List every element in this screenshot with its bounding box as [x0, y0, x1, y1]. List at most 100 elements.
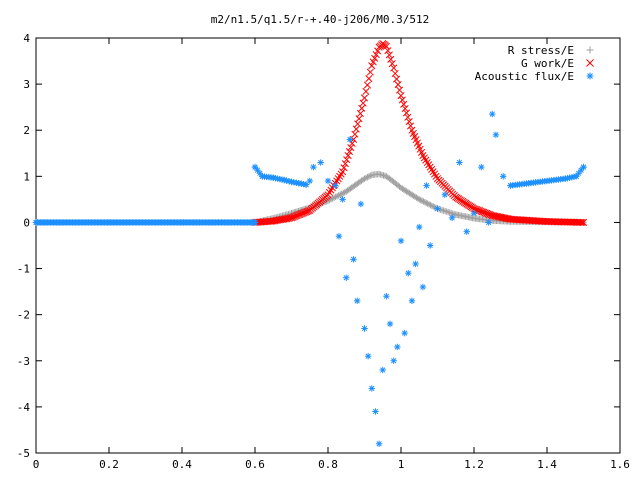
data-point — [387, 55, 395, 63]
data-point — [362, 87, 370, 96]
data-point — [391, 69, 399, 78]
data-point — [332, 182, 339, 189]
x-tick-label: 0.4 — [172, 458, 192, 471]
data-point — [332, 193, 339, 201]
data-point — [398, 96, 406, 104]
data-point — [341, 160, 349, 168]
legend-marker — [586, 72, 594, 80]
data-point — [352, 125, 360, 133]
data-point — [368, 385, 375, 392]
data-point — [414, 195, 422, 202]
data-point — [372, 51, 380, 59]
data-point — [456, 159, 463, 166]
data-point — [416, 223, 423, 231]
data-point — [573, 173, 580, 180]
data-point — [463, 228, 470, 235]
data-point — [393, 75, 401, 83]
data-point — [394, 343, 401, 351]
x-tick-label: 1 — [398, 458, 405, 471]
y-tick-label: -5 — [17, 447, 30, 460]
data-point — [390, 64, 398, 72]
data-point — [365, 75, 373, 83]
data-point — [492, 212, 501, 220]
legend-label: R stress/E — [508, 44, 574, 57]
data-point — [431, 203, 438, 211]
data-point — [423, 182, 430, 189]
y-tick-label: -2 — [17, 309, 30, 322]
data-point — [350, 256, 357, 263]
data-point — [320, 199, 327, 206]
acoustic-flux-baseline — [32, 219, 257, 226]
data-point — [384, 47, 392, 55]
data-point — [395, 86, 404, 94]
data-point — [361, 175, 368, 182]
x-tick-label: 1.2 — [464, 458, 484, 471]
y-tick-label: 1 — [23, 170, 30, 183]
data-point — [360, 94, 369, 102]
data-point — [427, 242, 434, 249]
y-tick-label: 3 — [23, 78, 30, 91]
data-point — [500, 173, 507, 180]
data-point — [364, 352, 372, 360]
x-tick-label: 1.4 — [537, 458, 557, 471]
data-point — [478, 163, 485, 171]
data-point — [375, 440, 383, 447]
data-point — [418, 197, 426, 205]
data-point — [333, 192, 341, 200]
data-point — [365, 173, 373, 180]
data-point — [428, 202, 436, 209]
data-point — [288, 178, 295, 186]
y-tick-label: 4 — [23, 32, 30, 45]
data-point — [405, 269, 412, 277]
data-point — [32, 219, 40, 226]
data-point — [351, 130, 359, 138]
y-tick-label: -1 — [17, 263, 30, 276]
y-tick-label: 2 — [23, 124, 30, 137]
data-point — [259, 173, 266, 180]
data-point — [338, 190, 345, 198]
legend-label: G work/E — [521, 57, 574, 70]
data-point — [382, 42, 390, 50]
data-point — [507, 182, 514, 189]
x-tick-label: 1.6 — [610, 458, 630, 471]
data-point — [434, 205, 441, 212]
x-tick-label: 0 — [33, 458, 40, 471]
y-tick-label: -3 — [17, 355, 30, 368]
data-point — [388, 60, 396, 68]
data-point — [402, 109, 411, 117]
data-point — [404, 113, 412, 121]
data-point — [379, 366, 386, 374]
data-point — [354, 120, 362, 128]
data-point — [251, 163, 259, 171]
data-point — [401, 329, 408, 337]
data-point — [499, 214, 508, 222]
data-point — [371, 54, 379, 62]
data-point — [427, 201, 434, 209]
data-point — [374, 47, 382, 55]
data-point — [339, 196, 346, 203]
data-point — [397, 92, 405, 100]
data-point — [580, 163, 587, 171]
data-point — [423, 199, 430, 207]
data-point — [502, 214, 510, 222]
data-point — [329, 195, 336, 202]
data-point — [489, 110, 496, 118]
data-point — [412, 260, 419, 268]
data-point — [310, 163, 317, 171]
data-point — [324, 177, 332, 185]
data-point — [579, 218, 588, 226]
data-point — [372, 408, 379, 415]
axis-ticks: 0 0.2 0.4 0.6 0.8 1 1.2 1.4 1.6 4 3 2 1 0 -1 -2 -3 -4 -5 — [17, 32, 630, 471]
data-point — [470, 210, 478, 217]
data-point — [368, 62, 376, 70]
data-point — [494, 213, 502, 221]
x-tick-label: 0.6 — [245, 458, 265, 471]
data-point — [390, 357, 397, 364]
data-point — [344, 152, 352, 160]
data-point — [441, 191, 448, 198]
data-point — [419, 283, 427, 291]
data-point — [491, 212, 499, 220]
